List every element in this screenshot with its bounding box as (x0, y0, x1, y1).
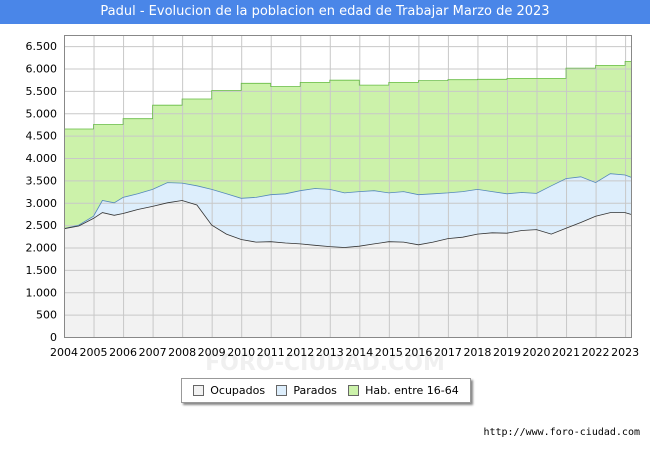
x-tick-label: 2016 (404, 346, 432, 359)
line-ocupados (63, 200, 632, 248)
x-tick-label: 2021 (552, 346, 580, 359)
legend-item-hab: Hab. entre 16-64 (348, 384, 459, 397)
y-tick-label: 5.000 (26, 107, 58, 120)
x-tick-label: 2009 (198, 346, 226, 359)
x-tick-label: 2014 (345, 346, 373, 359)
legend-item-parados: Parados (276, 384, 337, 397)
x-tick-label: 2005 (80, 346, 108, 359)
y-tick-label: 1.000 (26, 286, 58, 299)
watermark-text: FORO-CIUDAD.COM (205, 351, 445, 376)
chart-title: Padul - Evolucion de la poblacion en eda… (0, 0, 650, 24)
plot-frame (64, 35, 632, 338)
y-tick-label: 0 (50, 331, 57, 344)
x-tick-label: 2017 (434, 346, 462, 359)
x-tick-label: 2004 (50, 346, 78, 359)
y-tick-label: 5.500 (26, 85, 58, 98)
y-tick-label: 2.000 (26, 242, 58, 255)
x-tick-label: 2008 (168, 346, 196, 359)
axes: 0 500 1.000 1.500 2.000 2.500 3.000 3.500 4.000 4… (26, 35, 639, 359)
y-tick-label: 1.500 (26, 264, 58, 277)
x-tick-label: 2015 (375, 346, 403, 359)
y-tick-label: 4.500 (26, 130, 58, 143)
area-ocupados (64, 200, 631, 337)
legend-label-ocupados: Ocupados (210, 384, 266, 397)
x-tick-label: 2023 (611, 346, 639, 359)
y-tick-label: 2.500 (26, 219, 58, 232)
x-tick-label: 2007 (139, 346, 167, 359)
legend-label-hab: Hab. entre 16-64 (365, 384, 459, 397)
legend-swatch-ocupados (193, 385, 205, 396)
plot-lines (63, 61, 632, 248)
line-hab (64, 61, 631, 130)
legend-label-parados: Parados (293, 384, 337, 397)
x-tick-label: 2013 (316, 346, 344, 359)
y-tick-label: 4.000 (26, 152, 58, 165)
x-tick-label: 2019 (493, 346, 521, 359)
y-tick-label: 3.500 (26, 174, 58, 187)
y-tick-label: 3.000 (26, 197, 58, 210)
y-tick-label: 6.500 (26, 40, 58, 53)
line-parados (63, 173, 632, 230)
x-tick-label: 2006 (109, 346, 137, 359)
x-tick-label: 2012 (286, 346, 314, 359)
x-tick-label: 2010 (227, 346, 255, 359)
grid (64, 35, 631, 338)
legend-item-ocupados: Ocupados (193, 384, 265, 397)
y-tick-label: 6.000 (26, 63, 58, 76)
legend-swatch-hab (348, 385, 360, 396)
legend: Ocupados Parados Hab. entre 16-64 (181, 378, 471, 403)
legend-swatch-parados (276, 385, 288, 396)
watermark: FORO-CIUDAD.COM (205, 351, 445, 376)
y-tick-label: 500 (36, 309, 57, 322)
source-link[interactable]: http://www.foro-ciudad.com (483, 427, 640, 438)
x-tick-label: 2022 (582, 346, 610, 359)
x-tick-label: 2020 (523, 346, 551, 359)
x-tick-label: 2018 (463, 346, 491, 359)
x-tick-label: 2011 (257, 346, 285, 359)
